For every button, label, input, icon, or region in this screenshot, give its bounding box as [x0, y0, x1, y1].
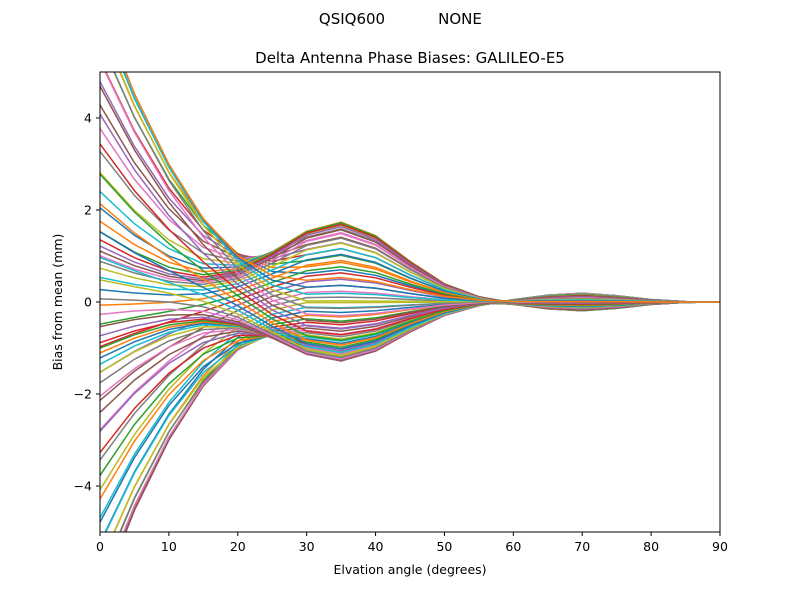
- x-tick-label: 90: [712, 539, 728, 554]
- y-tick-label: 2: [84, 203, 92, 218]
- series-group: [100, 72, 720, 532]
- series-line: [104, 301, 720, 532]
- x-tick-label: 60: [505, 539, 521, 554]
- x-tick-label: 10: [161, 539, 177, 554]
- series-line: [124, 72, 720, 303]
- x-tick-label: 40: [368, 539, 384, 554]
- series-line: [113, 301, 720, 532]
- x-tick-label: 0: [96, 539, 104, 554]
- suptitle-radome: NONE: [438, 10, 482, 28]
- y-axis-label: Bias from mean (mm): [50, 234, 65, 371]
- y-axis: −4 −2 0 2 4: [74, 111, 100, 494]
- y-tick-label: −2: [74, 387, 92, 402]
- series-line: [100, 301, 720, 519]
- x-axis: 0 10 20 30 40 50 60 70 80 90: [96, 532, 728, 554]
- chart-title: Delta Antenna Phase Biases: GALILEO-E5: [255, 49, 565, 67]
- x-tick-label: 30: [299, 539, 315, 554]
- y-tick-label: 4: [84, 111, 92, 126]
- suptitle-station: QSIQ600: [319, 10, 385, 28]
- x-axis-label: Elvation angle (degrees): [333, 562, 486, 577]
- series-line: [123, 301, 720, 532]
- series-line: [124, 301, 720, 532]
- y-tick-label: −4: [74, 479, 92, 494]
- x-tick-label: 20: [230, 539, 246, 554]
- series-line: [113, 299, 720, 532]
- x-tick-label: 50: [436, 539, 452, 554]
- series-line: [122, 301, 720, 532]
- y-tick-label: 0: [84, 295, 92, 310]
- x-tick-label: 70: [574, 539, 590, 554]
- x-tick-label: 80: [643, 539, 659, 554]
- series-line: [105, 298, 720, 532]
- series-line: [125, 301, 720, 532]
